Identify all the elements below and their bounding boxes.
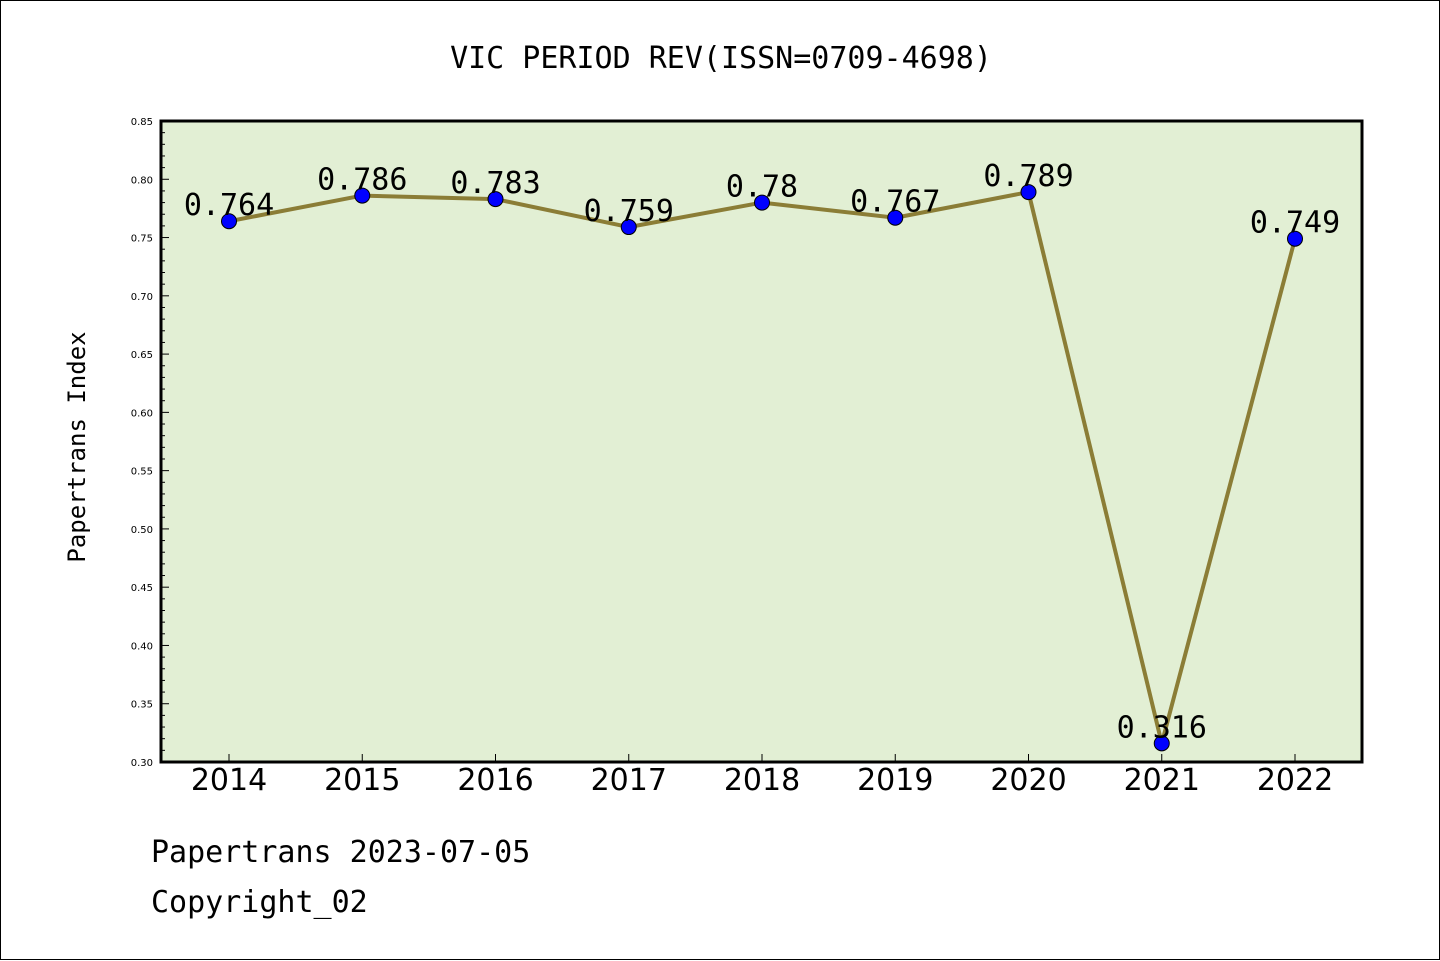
- y-tick-label: 0.40: [131, 641, 153, 652]
- data-label: 0.749: [1250, 206, 1340, 241]
- data-point-marker: [754, 194, 770, 211]
- data-label: 0.767: [850, 185, 940, 220]
- x-tick-label: 2021: [1124, 763, 1200, 798]
- data-point-marker: [620, 219, 637, 236]
- data-point-marker: [487, 191, 504, 208]
- x-axis-ticks: 2014 2015 2016 2017 2018 2019 2020 2021 2022: [191, 754, 1333, 798]
- x-tick-label: 2017: [591, 763, 667, 798]
- series-line-group: 0.764 0.786 0.783 0.759 0.78 0.767 0.789 0.316 0…: [184, 159, 1340, 752]
- data-label: 0.786: [317, 163, 407, 198]
- x-tick-label: 2019: [857, 763, 933, 798]
- data-label: 0.764: [184, 188, 274, 223]
- y-tick-label: 0.65: [131, 350, 153, 361]
- data-point-marker: [887, 209, 904, 226]
- x-tick-label: 2015: [324, 763, 400, 798]
- data-point-marker: [221, 213, 237, 230]
- y-tick-label: 0.80: [131, 175, 153, 186]
- y-axis-label: Papertrans Index: [63, 331, 91, 562]
- data-label: 0.783: [450, 166, 540, 201]
- footer-copyright-line: Copyright_02: [151, 885, 368, 920]
- x-tick-label: 2020: [990, 763, 1066, 798]
- x-tick-label: 2022: [1257, 763, 1333, 798]
- y-tick-label: 0.45: [131, 583, 153, 594]
- y-tick-label: 0.75: [131, 234, 153, 245]
- y-tick-label: 0.55: [131, 467, 153, 478]
- plot-border: [159, 119, 1364, 764]
- footer-date-line: Papertrans 2023-07-05: [151, 835, 531, 870]
- data-label: 0.316: [1117, 710, 1207, 745]
- y-tick-label: 0.50: [131, 525, 153, 536]
- x-tick-label: 2018: [724, 763, 800, 798]
- data-point-marker: [1153, 735, 1170, 752]
- plot-area: [161, 121, 1362, 762]
- y-axis-ticks: 0.30 0.35 0.40 0.45 0.50 0.55 0.60 0.65 0.70 0.75…: [131, 117, 169, 769]
- x-tick-label: 2016: [457, 763, 533, 798]
- data-label: 0.759: [584, 194, 674, 229]
- chart-title: VIC PERIOD REV(ISSN=0709-4698): [450, 41, 992, 76]
- y-tick-label: 0.70: [131, 292, 153, 303]
- data-point-marker: [1020, 184, 1037, 201]
- x-tick-label: 2014: [191, 763, 267, 798]
- data-point-marker: [1287, 230, 1303, 247]
- y-tick-label: 0.30: [131, 758, 153, 769]
- y-tick-label: 0.60: [131, 408, 153, 419]
- y-tick-label: 0.35: [131, 700, 153, 711]
- data-label: 0.789: [983, 159, 1073, 194]
- y-tick-label: 0.85: [131, 117, 153, 128]
- data-label: 0.78: [726, 170, 798, 205]
- data-point-marker: [354, 187, 371, 204]
